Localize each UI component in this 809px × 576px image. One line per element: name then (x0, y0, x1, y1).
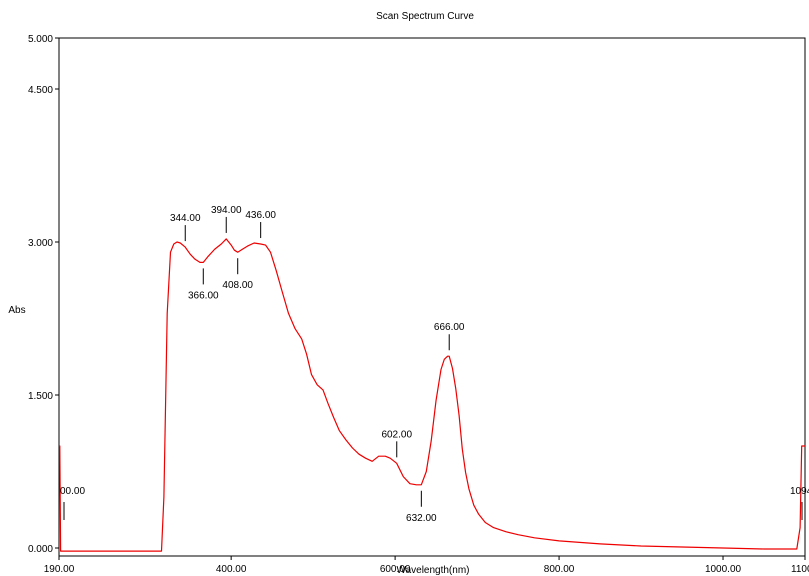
x-axis-label: Wavelength(nm) (397, 565, 470, 576)
y-tick-label: 4.500 (28, 85, 53, 96)
valley-label: 366.00 (188, 290, 219, 301)
y-tick-label: 0.000 (28, 544, 53, 555)
chart-title: Scan Spectrum Curve (376, 11, 474, 22)
x-tick-label: 1100 (791, 564, 809, 575)
y-tick-label: 1.500 (28, 391, 53, 402)
x-axis-ticks: 190.00 400.00 600.00 800.00 1000.00 1100 (44, 556, 809, 575)
peak-label: 394.00 (211, 205, 242, 216)
y-tick-label: 3.000 (28, 238, 53, 249)
x-tick-label: 1000.00 (705, 564, 742, 575)
plot-frame (58, 37, 806, 557)
edge-label: 00.00 (60, 486, 85, 497)
valley-label: 632.00 (406, 513, 437, 524)
spectrum-line (59, 238, 805, 552)
valley-label: 408.00 (222, 280, 253, 291)
x-tick-label: 190.00 (44, 564, 75, 575)
y-axis-label: Abs (8, 305, 25, 316)
peak-labels: 344.00 394.00 436.00 666.00 602.00 366.00408.… (60, 205, 809, 524)
edge-label: 1094 (790, 486, 809, 497)
x-tick-label: 600.00 (380, 564, 411, 575)
peak-label: 436.00 (245, 210, 276, 221)
series-group (59, 238, 805, 552)
peak-label: 602.00 (381, 429, 412, 440)
peak-label: 344.00 (170, 213, 201, 224)
x-tick-label: 800.00 (544, 564, 575, 575)
peak-label: 666.00 (434, 322, 465, 333)
x-tick-label: 400.00 (216, 564, 247, 575)
y-tick-label: 5.000 (28, 34, 53, 45)
y-axis-ticks: 0.000 1.500 3.000 4.500 5.000 (28, 34, 59, 555)
